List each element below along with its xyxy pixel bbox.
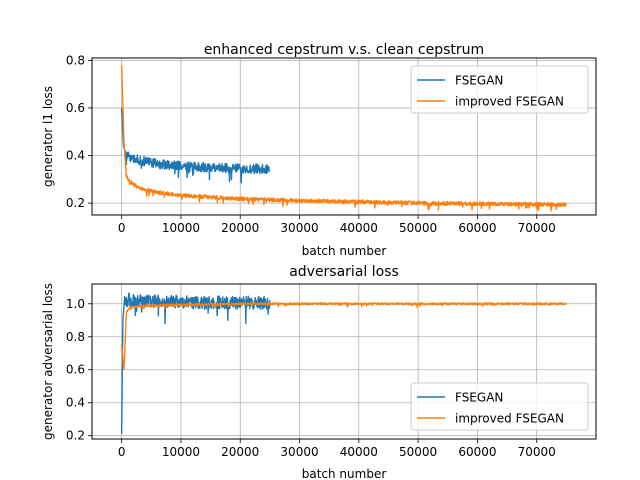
x-tick-label-bottom: 40000 xyxy=(340,445,378,459)
x-tick-label-bottom: 60000 xyxy=(458,445,496,459)
legend-bottom: FSEGAN improved FSEGAN xyxy=(410,382,589,431)
legend-box-top xyxy=(410,65,589,114)
series-line-fsegan-top xyxy=(120,107,271,184)
y-tick-label-bottom: 0.4 xyxy=(66,396,85,410)
subplot-bottom: adversarial loss 0 10000 20000 30000 40000 50… xyxy=(41,264,597,480)
legend-top: FSEGAN improved FSEGAN xyxy=(410,65,589,114)
plot-frame-top xyxy=(91,57,597,216)
series-top xyxy=(120,65,567,212)
y-tick-label-top: 0.4 xyxy=(66,149,85,163)
y-tick-label-top: 0.6 xyxy=(66,101,85,115)
y-tick-label-top: 0.8 xyxy=(66,53,85,67)
subplot-top: enhanced cepstrum v.s. clean cepstrum 0 1… xyxy=(41,42,597,258)
x-tick-label-bottom: 70000 xyxy=(518,445,556,459)
legend-label-fsegan-top: FSEGAN xyxy=(455,74,503,88)
plot-frame-bottom xyxy=(91,283,597,440)
legend-label-improved-fsegan-bottom: improved FSEGAN xyxy=(455,412,564,426)
y-axis-label-top: generator l1 loss xyxy=(41,86,55,187)
x-tick-label-top: 40000 xyxy=(340,221,378,235)
x-tick-label-top: 30000 xyxy=(280,221,318,235)
y-tick-label-bottom: 0.6 xyxy=(66,363,85,377)
x-tick-label-top: 70000 xyxy=(518,221,556,235)
x-tick-label-bottom: 10000 xyxy=(162,445,200,459)
y-tick-label-bottom: 0.8 xyxy=(66,330,85,344)
x-ticks-bottom: 0 10000 20000 30000 40000 50000 60000 70000 xyxy=(118,439,556,459)
x-tick-label-bottom: 50000 xyxy=(399,445,437,459)
y-tick-label-top: 0.2 xyxy=(66,196,85,210)
x-tick-label-top: 60000 xyxy=(458,221,496,235)
x-tick-label-bottom: 30000 xyxy=(280,445,318,459)
series-line-improved-fsegan-top xyxy=(120,65,567,212)
legend-label-fsegan-bottom: FSEGAN xyxy=(455,391,503,405)
legend-label-improved-fsegan-top: improved FSEGAN xyxy=(455,95,564,109)
x-tick-label-bottom: 0 xyxy=(118,445,126,459)
chart-title-bottom: adversarial loss xyxy=(289,264,399,280)
x-tick-label-bottom: 20000 xyxy=(221,445,259,459)
series-bottom xyxy=(120,292,567,435)
y-ticks-top: 0.2 0.4 0.6 0.8 xyxy=(66,53,92,210)
x-tick-label-top: 0 xyxy=(118,221,126,235)
x-tick-label-top: 10000 xyxy=(162,221,200,235)
y-tick-label-bottom: 1.0 xyxy=(66,297,85,311)
series-line-improved-fsegan-bottom xyxy=(120,302,567,371)
y-tick-label-bottom: 0.2 xyxy=(66,429,85,443)
x-axis-label-top: batch number xyxy=(302,244,387,258)
y-axis-label-bottom: generator adversarial loss xyxy=(41,283,55,440)
chart-title-top: enhanced cepstrum v.s. clean cepstrum xyxy=(204,42,484,58)
y-ticks-bottom: 0.2 0.4 0.6 0.8 1.0 xyxy=(66,297,92,443)
x-tick-label-top: 20000 xyxy=(221,221,259,235)
x-ticks-top: 0 10000 20000 30000 40000 50000 60000 70000 xyxy=(118,215,556,235)
x-tick-label-top: 50000 xyxy=(399,221,437,235)
x-axis-label-bottom: batch number xyxy=(302,467,387,480)
legend-box-bottom xyxy=(410,382,589,431)
